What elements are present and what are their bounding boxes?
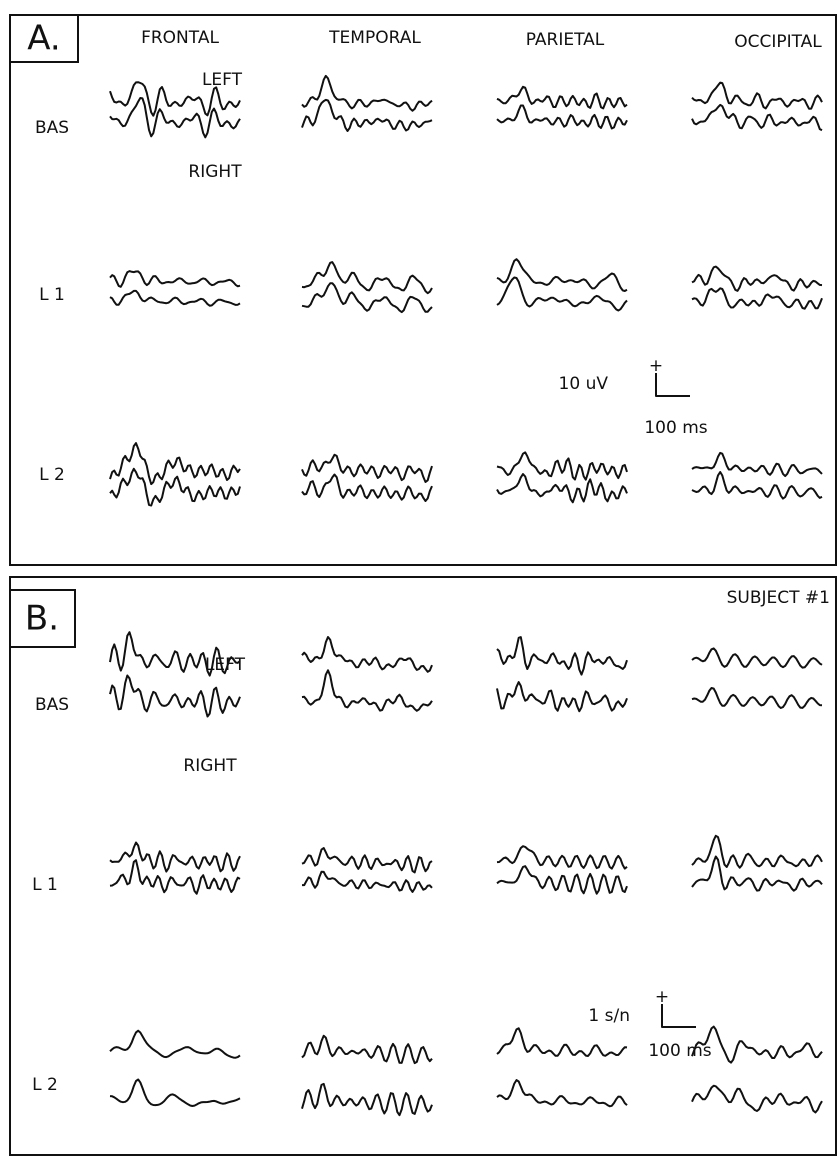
panel-a-frame [9,14,837,566]
scale-amplitude: 10 uV [559,374,609,394]
waveform [496,636,628,676]
row-label: L 1 [32,875,58,895]
waveform [691,1025,823,1064]
panel-b-frame [9,576,837,1156]
waveform [496,845,628,870]
waveform [496,451,628,481]
waveform [109,442,241,486]
waveform [496,258,628,292]
waveform [496,1079,628,1108]
waveform [496,473,628,504]
waveform [301,261,433,295]
waveform [301,1034,433,1065]
row-label: BAS [35,118,69,138]
column-label: OCCIPITAL [734,32,822,52]
waveform [109,467,241,507]
panel-label: A. [27,19,60,59]
scale-amplitude: 1 s/n [588,1006,630,1026]
waveform [109,859,241,895]
scale-polarity: + [655,987,669,1007]
waveform [301,453,433,483]
trace-label: LEFT [205,655,246,675]
row-label: L 1 [39,285,65,305]
waveform [691,287,823,310]
waveform [496,104,628,130]
panel-b-label-box [9,589,76,648]
waveform [301,98,433,132]
waveform [691,1084,823,1114]
waveform [691,451,823,478]
trace-label: LEFT [202,70,243,90]
column-label: PARIETAL [526,30,605,50]
waveform [691,81,823,110]
waveform [301,74,433,112]
waveform [691,834,823,869]
column-label: FRONTAL [141,28,219,48]
panel-label: B. [25,599,59,639]
waveform [109,270,241,288]
waveform [301,473,433,502]
waveform [691,687,823,709]
column-label: TEMPORAL [328,28,421,48]
waveform [109,841,241,873]
waveform [301,847,433,874]
waveform [691,103,823,132]
scale-time: 100 ms [644,418,707,438]
waveform [496,276,628,312]
scale-polarity: + [649,356,663,376]
trace-label: RIGHT [188,162,242,182]
waveform [496,865,628,895]
waveform [496,85,628,110]
waveform [496,1027,628,1057]
panel-a-label-box [9,14,79,63]
waveform [496,681,628,713]
row-label: L 2 [32,1075,58,1095]
waveform [302,870,433,893]
waveform [691,647,823,669]
subject-label: SUBJECT #1 [727,588,830,608]
row-label: L 2 [39,465,65,485]
waveform [109,631,241,677]
waveform [109,97,241,139]
waveform [301,669,433,712]
waveform [301,1082,433,1117]
waveform [109,1078,241,1107]
row-label: BAS [35,695,69,715]
waveform [109,1029,241,1059]
scale-bar [655,373,690,397]
waveform [109,81,241,117]
waveform [691,471,823,500]
waveform [301,282,433,314]
scale-bar [661,1004,696,1028]
trace-label: RIGHT [183,756,237,776]
waveform [109,289,241,307]
waveform [691,855,823,892]
waveform [301,636,433,673]
waveform [109,674,241,718]
waveform [691,265,823,292]
